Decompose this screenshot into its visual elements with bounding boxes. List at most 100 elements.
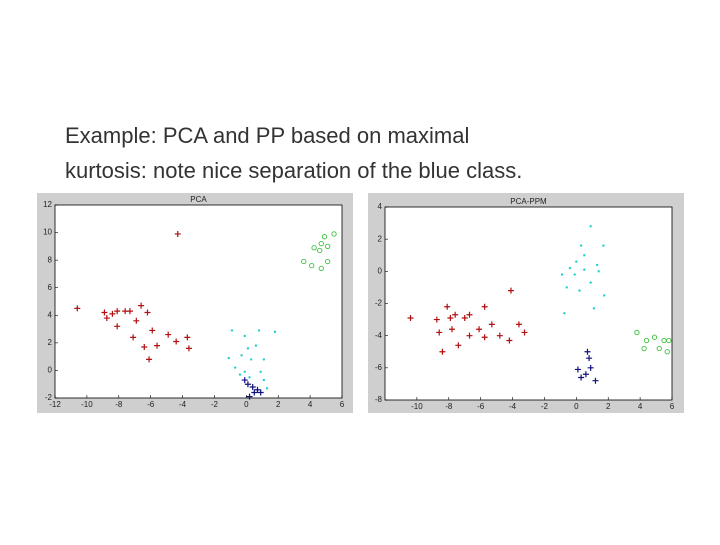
y-tick-label: -8 bbox=[375, 395, 383, 404]
plot-area bbox=[54, 204, 343, 399]
point bbox=[101, 309, 108, 316]
point bbox=[578, 289, 581, 292]
point bbox=[439, 348, 446, 355]
point bbox=[592, 307, 596, 310]
x-tick-label: 2 bbox=[606, 402, 611, 411]
point bbox=[583, 254, 586, 257]
point bbox=[259, 370, 262, 374]
point bbox=[461, 314, 468, 321]
plot-area bbox=[384, 206, 673, 401]
point bbox=[301, 258, 307, 265]
point bbox=[436, 329, 443, 336]
point bbox=[507, 287, 514, 294]
point bbox=[579, 244, 583, 247]
point bbox=[241, 377, 248, 384]
point bbox=[230, 329, 234, 332]
point bbox=[309, 263, 315, 269]
point bbox=[133, 317, 140, 324]
x-tick-label: 6 bbox=[670, 402, 675, 411]
x-tick-label: -6 bbox=[147, 400, 155, 409]
point bbox=[165, 331, 172, 338]
point bbox=[149, 327, 156, 334]
point bbox=[114, 308, 121, 315]
point bbox=[262, 358, 266, 361]
point bbox=[515, 321, 522, 328]
y-tick-label: 10 bbox=[43, 228, 52, 237]
point bbox=[246, 347, 250, 350]
x-tick-label: 6 bbox=[340, 400, 345, 409]
y-tick-label: 8 bbox=[48, 255, 53, 264]
point bbox=[318, 240, 324, 247]
x-tick-label: -8 bbox=[115, 400, 123, 409]
x-tick-label: -4 bbox=[509, 402, 517, 411]
point bbox=[573, 273, 576, 276]
point bbox=[324, 258, 331, 265]
y-tick-label: -6 bbox=[375, 363, 383, 372]
point bbox=[643, 337, 650, 344]
point bbox=[184, 334, 191, 341]
point bbox=[257, 389, 264, 396]
y-tick-label: 12 bbox=[43, 200, 52, 209]
point bbox=[407, 314, 414, 321]
point bbox=[595, 263, 599, 267]
point bbox=[582, 371, 589, 378]
x-tick-label: -6 bbox=[477, 402, 485, 411]
point bbox=[249, 358, 253, 361]
y-tick-label: 6 bbox=[48, 283, 53, 292]
point bbox=[265, 387, 269, 390]
point bbox=[240, 354, 243, 357]
x-tick-label: -8 bbox=[445, 402, 453, 411]
point bbox=[248, 376, 251, 379]
point bbox=[589, 225, 592, 228]
point bbox=[254, 386, 261, 393]
point bbox=[565, 286, 568, 289]
x-tick-label: -4 bbox=[179, 400, 187, 409]
point bbox=[146, 356, 153, 363]
y-tick-label: 4 bbox=[48, 310, 53, 319]
x-tick-label: 0 bbox=[244, 400, 249, 409]
point bbox=[321, 234, 328, 240]
point bbox=[130, 334, 137, 341]
point bbox=[592, 377, 599, 384]
point bbox=[141, 343, 148, 350]
point bbox=[448, 326, 455, 333]
point bbox=[257, 329, 261, 332]
point bbox=[317, 247, 323, 254]
point bbox=[233, 366, 237, 369]
point bbox=[563, 311, 566, 315]
point bbox=[586, 355, 593, 362]
point bbox=[433, 316, 440, 323]
y-tick-label: -2 bbox=[45, 393, 53, 402]
x-tick-label: 2 bbox=[276, 400, 281, 409]
point bbox=[466, 311, 473, 318]
caption-line: Example: PCA and PP based on maximal bbox=[65, 123, 469, 148]
point bbox=[103, 315, 110, 322]
x-tick-label: 4 bbox=[638, 402, 643, 411]
caption-line: kurtosis: note nice separation of the bl… bbox=[65, 158, 522, 183]
x-tick-label: -2 bbox=[211, 400, 219, 409]
chart-title: PCA bbox=[190, 195, 207, 204]
point bbox=[243, 370, 246, 374]
y-tick-label: 0 bbox=[378, 266, 383, 275]
x-tick-label: 4 bbox=[308, 400, 313, 409]
point bbox=[560, 273, 564, 276]
point bbox=[574, 366, 581, 373]
y-tick-label: 0 bbox=[48, 366, 53, 375]
point bbox=[602, 244, 605, 247]
point bbox=[246, 393, 253, 400]
point bbox=[174, 230, 181, 237]
point bbox=[589, 281, 592, 284]
point bbox=[455, 342, 462, 349]
point bbox=[597, 270, 600, 273]
x-tick-label: -12 bbox=[49, 400, 61, 409]
point bbox=[666, 337, 672, 344]
x-tick-label: -10 bbox=[411, 402, 423, 411]
point bbox=[251, 389, 258, 396]
point bbox=[634, 329, 640, 336]
y-tick-label: 2 bbox=[378, 234, 383, 243]
point bbox=[568, 266, 572, 270]
point bbox=[254, 344, 258, 347]
point bbox=[249, 383, 256, 390]
x-tick-label: -2 bbox=[541, 402, 549, 411]
